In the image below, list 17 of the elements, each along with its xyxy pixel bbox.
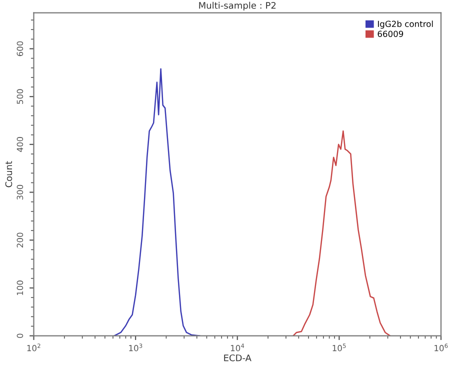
x-tick-label: 10$^{6}$ <box>434 344 448 352</box>
x-tick-label: 10$^{3}$ <box>129 344 142 352</box>
y-tick-label: 200 <box>16 232 24 248</box>
x-axis-title: ECD-A <box>224 354 252 362</box>
y-tick-label: 0 <box>16 334 24 338</box>
legend-label: IgG2b control <box>378 20 433 29</box>
y-axis-title: Count <box>5 161 12 188</box>
x-tick-label: 10$^{5}$ <box>332 344 346 352</box>
x-tick-label: 10$^{2}$ <box>27 344 40 352</box>
y-tick-label: 300 <box>16 184 24 200</box>
x-tick-label: 10$^{4}$ <box>230 344 244 352</box>
y-tick-label: 100 <box>16 280 24 295</box>
legend-label: 66009 <box>378 30 404 38</box>
y-tick-label: 600 <box>16 41 24 56</box>
y-tick-label: 500 <box>16 89 24 104</box>
y-tick-label: 400 <box>16 137 24 152</box>
chart-title: Multi-sample : P2 <box>199 2 276 11</box>
